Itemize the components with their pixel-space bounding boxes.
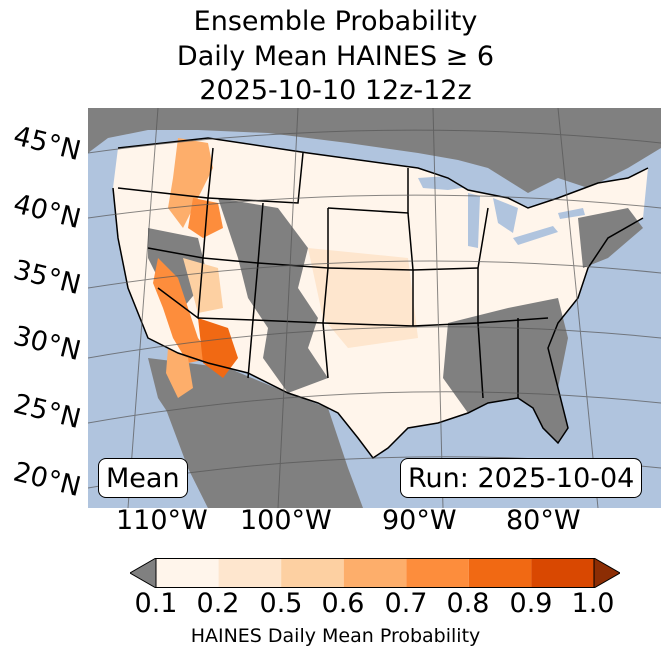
- colorbar-bin-2: [281, 558, 344, 588]
- colorbar-tick-6: 0.9: [509, 588, 553, 619]
- colorbar-bin-4: [406, 558, 469, 588]
- southeast-missing: [443, 298, 568, 443]
- california-orange: [153, 258, 213, 363]
- mean-badge: Mean: [98, 458, 188, 498]
- lake-erie: [513, 226, 558, 245]
- title-line-2: Daily Mean HAINES ≥ 6: [176, 41, 495, 72]
- colorbar-label: HAINES Daily Mean Probability: [190, 625, 481, 647]
- colorbar-tick-5: 0.8: [446, 588, 490, 619]
- lon-label-80: 80°W: [506, 505, 581, 536]
- lake-superior: [418, 174, 488, 190]
- colorbar-over-arrow: [593, 558, 620, 588]
- socal-orange: [166, 348, 193, 398]
- canada-land: [88, 108, 661, 193]
- lake-michigan: [468, 193, 480, 248]
- lat-label-35: 35°N: [10, 254, 84, 302]
- colorbar-tick-2: 0.5: [259, 588, 303, 619]
- idaho-orange: [188, 198, 223, 238]
- probability-map: [88, 108, 661, 508]
- colorbar-bin-1: [218, 558, 282, 588]
- lon-label-110: 110°W: [116, 505, 208, 536]
- colorbar-tick-4: 0.7: [384, 588, 428, 619]
- lat-label-30: 30°N: [10, 320, 84, 368]
- lat-label-25: 25°N: [10, 388, 84, 436]
- run-date-badge: Run: 2025-10-04: [400, 458, 643, 498]
- colorbar-bin-0: [156, 558, 219, 588]
- title-line-3: 2025-10-10 12z-12z: [199, 75, 472, 106]
- colorbar-tick-3: 0.6: [321, 588, 365, 619]
- state-borders: [112, 137, 649, 460]
- colorbar-frame: [155, 558, 595, 588]
- colorbar-bin-3: [343, 558, 407, 588]
- colorbar-bin-6: [531, 558, 594, 588]
- pacific-nw-orange: [168, 138, 213, 228]
- lake-huron: [493, 198, 518, 233]
- lon-label-100: 100°W: [240, 505, 332, 536]
- colorbar-bin-5: [468, 558, 532, 588]
- rockies-missing: [218, 198, 328, 393]
- colorbar-tick-7: 1.0: [571, 588, 615, 619]
- title-line-1: Ensemble Probability: [193, 6, 478, 37]
- lat-label-40: 40°N: [10, 188, 84, 236]
- lon-label-90: 90°W: [382, 505, 457, 536]
- colorbar-under-arrow: [130, 558, 157, 588]
- colorbar-tick-1: 0.2: [196, 588, 240, 619]
- lat-label-20: 20°N: [10, 456, 84, 504]
- lat-label-45: 45°N: [10, 120, 84, 168]
- colorbar-tick-0: 0.1: [134, 588, 178, 619]
- northeast-missing: [578, 208, 643, 268]
- colorbar: [130, 558, 620, 588]
- lake-ontario: [558, 208, 585, 219]
